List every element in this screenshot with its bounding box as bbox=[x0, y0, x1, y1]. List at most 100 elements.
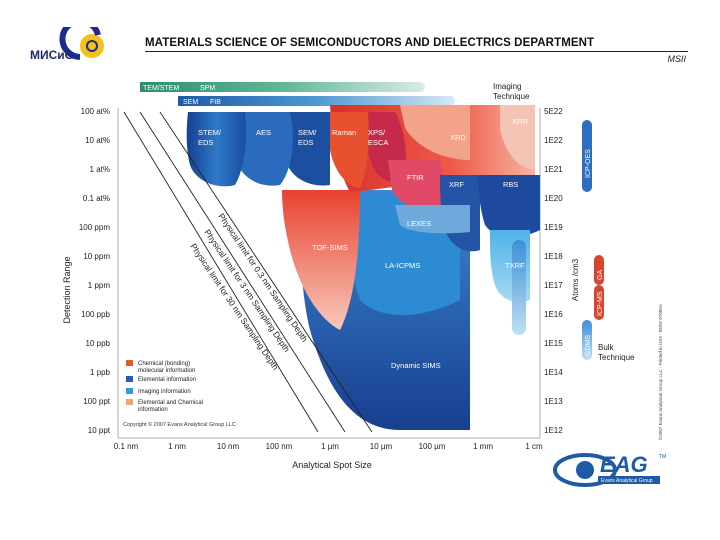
eag-logo-subbar bbox=[598, 476, 660, 484]
bulk-bar-icp-ms bbox=[594, 285, 604, 320]
xtick-0.1nm: 0.1 nm bbox=[114, 442, 139, 451]
bulk-technique-label-2: Technique bbox=[598, 353, 635, 362]
misis-logo-sun bbox=[80, 34, 104, 58]
rtick-5e22: 5E22 bbox=[544, 107, 563, 116]
ytick-0.1at: 0.1 at% bbox=[83, 194, 110, 203]
right-ticks: 5E22 1E22 1E21 1E20 1E19 1E18 1E17 1E16 … bbox=[544, 107, 563, 435]
header-divider bbox=[145, 51, 688, 52]
imaging-label-tem: TEM/STEM bbox=[143, 85, 179, 92]
rtick-1e17: 1E17 bbox=[544, 281, 563, 290]
region-aes bbox=[231, 112, 293, 186]
imaging-label-spm: SPM bbox=[200, 85, 215, 92]
label-esca: ESCA bbox=[368, 138, 388, 147]
xtick-1um: 1 µm bbox=[321, 442, 339, 451]
copyright-text: Copyright © 2007 Evans Analytical Group … bbox=[123, 421, 236, 428]
limit-line-3nm bbox=[139, 111, 346, 433]
rtick-1e15: 1E15 bbox=[544, 339, 563, 348]
region-sem-eds bbox=[285, 112, 330, 186]
label-la-icpms: LA-ICPMS bbox=[385, 261, 420, 270]
label-xrd: XRD bbox=[450, 133, 466, 142]
eag-logo-text: EAG bbox=[600, 452, 648, 477]
eag-logo-dot bbox=[576, 461, 594, 479]
limit-label-30nm: Physical limit for 30 nm Sampling Depth bbox=[188, 242, 280, 372]
label-ftir: FTIR bbox=[407, 173, 424, 182]
eag-logo-swoosh bbox=[553, 453, 617, 487]
xtick-10um: 10 µm bbox=[370, 442, 393, 451]
region-tof-sims bbox=[282, 190, 360, 330]
legend-elemental: Elemental information bbox=[138, 377, 196, 383]
xtick-1nm: 1 nm bbox=[168, 442, 186, 451]
label-tof-sims: TOF-SIMS bbox=[312, 243, 348, 252]
ytick-10ppt: 10 ppt bbox=[88, 426, 111, 435]
label-dynamic-sims: Dynamic SIMS bbox=[391, 361, 441, 370]
xtick-1mm: 1 mm bbox=[473, 442, 493, 451]
label-gdms: GDMS bbox=[585, 335, 592, 356]
label-txrf: TXRF bbox=[505, 261, 525, 270]
y-ticks: 100 at% 10 at% 1 at% 0.1 at% 100 ppm 10 … bbox=[79, 107, 111, 435]
imaging-label-fib: FIB bbox=[210, 99, 221, 106]
label-raman: Raman bbox=[332, 128, 356, 137]
y-axis-label: Detection Range bbox=[62, 256, 72, 323]
misis-logo-arc bbox=[59, 27, 101, 60]
label-sem-eds: EDS bbox=[298, 138, 313, 147]
legend-chemical-1: Chemical (bonding) bbox=[138, 361, 190, 367]
label-icp-oes: ICP-OES bbox=[585, 149, 592, 178]
label-xrr: XRR bbox=[512, 117, 528, 126]
ytick-100at: 100 at% bbox=[81, 107, 110, 116]
region-rbs bbox=[478, 175, 540, 237]
ytick-100ppt: 100 ppt bbox=[83, 397, 110, 406]
bulk-technique-label-1: Bulk bbox=[598, 343, 615, 352]
xtick-100nm: 100 nm bbox=[266, 442, 293, 451]
rtick-1e18: 1E18 bbox=[544, 252, 563, 261]
legend-chemical-2: molecular information bbox=[138, 368, 195, 374]
rtick-1e20: 1E20 bbox=[544, 194, 563, 203]
legend-imaging: Imaging information bbox=[138, 389, 191, 395]
legend-swatch-chemical bbox=[126, 360, 133, 366]
ytick-10at: 10 at% bbox=[85, 136, 110, 145]
region-ftir bbox=[388, 160, 444, 213]
eag-logo-sub: Evans Analytical Group bbox=[601, 478, 653, 484]
rtick-1e13: 1E13 bbox=[544, 397, 563, 406]
region-raman bbox=[328, 112, 369, 188]
right-axis-label: Atoms /cm3 bbox=[571, 258, 580, 301]
region-stem-eds bbox=[186, 112, 246, 187]
label-xps: XPS/ bbox=[368, 128, 386, 137]
rtick-1e14: 1E14 bbox=[544, 368, 563, 377]
txrf-strip bbox=[512, 240, 526, 335]
label-aes: AES bbox=[256, 128, 271, 137]
xtick-10nm: 10 nm bbox=[217, 442, 240, 451]
limit-line-0.3nm bbox=[123, 111, 319, 433]
imaging-bar-tem-spm bbox=[140, 82, 425, 92]
legend-swatch-elemental-chemical bbox=[126, 399, 133, 405]
xtick-100um: 100 µm bbox=[419, 442, 446, 451]
page-subtitle: MSII bbox=[667, 54, 686, 64]
label-rbs: RBS bbox=[503, 180, 518, 189]
ytick-100ppb: 100 ppb bbox=[81, 310, 110, 319]
imaging-bar-sem-fib bbox=[178, 96, 455, 106]
page-title: MATERIALS SCIENCE OF SEMICONDUCTORS AND … bbox=[145, 37, 595, 49]
legend-swatch-elemental bbox=[126, 376, 133, 382]
label-stem-eds: EDS bbox=[198, 138, 213, 147]
bulk-bar-ga bbox=[594, 255, 604, 285]
label-sem: SEM/ bbox=[298, 128, 317, 137]
label-icp-ms: ICP-MS bbox=[597, 291, 604, 316]
ytick-10ppb: 10 ppb bbox=[86, 339, 111, 348]
ytick-100ppm: 100 ppm bbox=[79, 223, 110, 232]
imaging-label-sem: SEM bbox=[183, 99, 198, 106]
legend-elemental-chemical-2: information bbox=[138, 407, 168, 413]
ytick-1ppb: 1 ppb bbox=[90, 368, 111, 377]
eag-logo: EAG TM Evans Analytical Group bbox=[553, 452, 666, 487]
label-xrf: XRF bbox=[449, 180, 464, 189]
rtick-1e12: 1E12 bbox=[544, 426, 563, 435]
label-lexes: LEXES bbox=[407, 219, 431, 228]
bulk-bar-icp-oes bbox=[582, 120, 592, 192]
legend-elemental-chemical-1: Elemental and Chemical bbox=[138, 400, 203, 406]
rtick-1e21: 1E21 bbox=[544, 165, 563, 174]
region-lexes bbox=[395, 205, 470, 234]
rtick-1e19: 1E19 bbox=[544, 223, 563, 232]
misis-logo-ring bbox=[86, 40, 98, 52]
region-xrr bbox=[500, 105, 535, 170]
x-ticks: 0.1 nm 1 nm 10 nm 100 nm 1 µm 10 µm 100 … bbox=[114, 442, 543, 451]
misis-logo-text: МИСиС bbox=[30, 48, 74, 62]
